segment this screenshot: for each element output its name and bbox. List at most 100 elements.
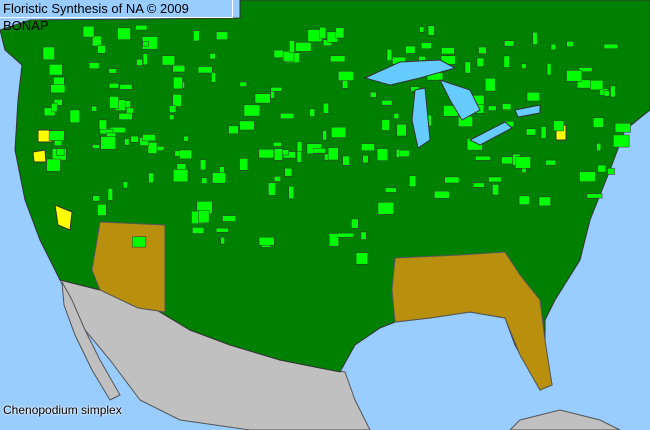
bright-green-county xyxy=(386,49,393,61)
bright-green-county xyxy=(550,43,557,51)
lake-huron xyxy=(439,79,481,121)
bright-green-county xyxy=(173,169,189,183)
bright-green-county xyxy=(421,42,432,49)
bright-green-county xyxy=(484,77,496,92)
bright-green-county xyxy=(393,113,400,119)
bright-green-county xyxy=(254,93,271,104)
bright-green-county xyxy=(228,125,239,134)
bright-green-county xyxy=(434,190,450,199)
bright-green-county xyxy=(342,155,350,166)
bright-green-county xyxy=(273,148,283,161)
bright-green-county xyxy=(142,134,156,142)
bright-green-county xyxy=(381,100,393,106)
bright-green-county xyxy=(119,84,133,90)
bright-green-county xyxy=(319,26,326,39)
bright-green-county xyxy=(338,71,354,81)
bright-green-county xyxy=(361,143,375,152)
bright-green-county xyxy=(169,105,177,113)
bright-green-county xyxy=(169,114,175,121)
bright-green-county xyxy=(553,120,565,132)
bright-green-county xyxy=(122,181,128,189)
bright-green-county xyxy=(538,196,551,207)
bright-green-county xyxy=(198,209,210,224)
baja-land xyxy=(61,281,121,401)
bright-green-county xyxy=(125,100,131,108)
oregon-yellow-county xyxy=(37,129,53,143)
bright-green-county xyxy=(613,134,630,148)
bright-green-county xyxy=(130,135,139,143)
bright-green-county xyxy=(89,62,100,70)
bright-green-county xyxy=(532,31,538,45)
bright-green-county xyxy=(50,84,66,94)
bright-green-county xyxy=(222,215,236,222)
bright-green-county xyxy=(135,24,148,31)
bright-green-county xyxy=(258,236,275,246)
bright-green-county xyxy=(92,144,100,149)
bright-green-county xyxy=(546,63,552,76)
bright-green-county xyxy=(192,227,205,234)
bright-green-county xyxy=(515,156,531,169)
bright-green-county xyxy=(501,156,514,165)
bright-green-county xyxy=(142,40,149,47)
bright-green-county xyxy=(335,27,345,39)
bright-green-county xyxy=(309,108,316,117)
bright-green-county xyxy=(331,126,347,138)
bright-green-county xyxy=(330,55,346,63)
bright-green-county xyxy=(526,128,536,136)
southeast-adventive-region xyxy=(391,251,553,391)
bright-green-county xyxy=(215,227,229,233)
bright-green-county xyxy=(124,138,130,146)
bright-green-county xyxy=(327,147,339,161)
bright-green-county xyxy=(97,45,106,54)
bright-green-county xyxy=(370,91,377,98)
bright-green-county xyxy=(239,120,255,131)
california-yellow-county xyxy=(32,149,47,163)
bright-green-county xyxy=(405,45,416,54)
bright-green-county xyxy=(284,167,293,177)
bright-green-county xyxy=(475,155,491,161)
lake-michigan xyxy=(411,87,431,149)
bright-green-county xyxy=(51,102,58,113)
bright-green-county xyxy=(518,195,530,205)
bright-green-county xyxy=(97,203,107,216)
bright-green-county xyxy=(273,175,282,182)
bright-green-county xyxy=(385,187,397,193)
bright-green-county xyxy=(216,31,228,41)
bright-green-county xyxy=(322,130,327,141)
bright-green-county xyxy=(360,231,367,240)
bright-green-county xyxy=(526,91,540,102)
bright-green-county xyxy=(502,103,512,110)
bright-green-county xyxy=(147,142,158,154)
bright-green-county xyxy=(313,147,326,154)
bright-green-county xyxy=(590,79,604,91)
nevada-yellow-county xyxy=(54,204,73,231)
bright-green-county xyxy=(377,202,394,215)
bright-green-county xyxy=(82,25,95,38)
bright-green-county xyxy=(118,112,133,120)
bright-green-county xyxy=(200,159,207,171)
bright-green-county xyxy=(566,70,582,82)
bright-green-county xyxy=(272,142,282,147)
bright-green-county xyxy=(488,176,502,183)
bright-green-county xyxy=(92,195,100,202)
bright-green-county xyxy=(362,155,369,164)
bright-green-county xyxy=(337,232,354,238)
bright-green-county xyxy=(399,149,410,157)
bright-green-county xyxy=(136,58,143,66)
bright-green-county xyxy=(46,158,61,172)
bright-green-county xyxy=(610,85,616,98)
bright-green-county xyxy=(109,96,119,109)
bright-green-county xyxy=(270,87,283,92)
bright-green-county xyxy=(239,81,247,87)
bright-green-county xyxy=(148,172,154,183)
bright-green-county xyxy=(173,76,183,90)
bright-green-county xyxy=(172,65,186,73)
bright-green-county xyxy=(211,72,216,83)
bright-green-county xyxy=(172,94,182,107)
bright-green-county xyxy=(212,172,226,184)
bright-green-county xyxy=(295,42,312,52)
bright-green-county xyxy=(487,105,497,111)
bright-green-county xyxy=(108,68,117,74)
bright-green-county xyxy=(161,55,176,66)
